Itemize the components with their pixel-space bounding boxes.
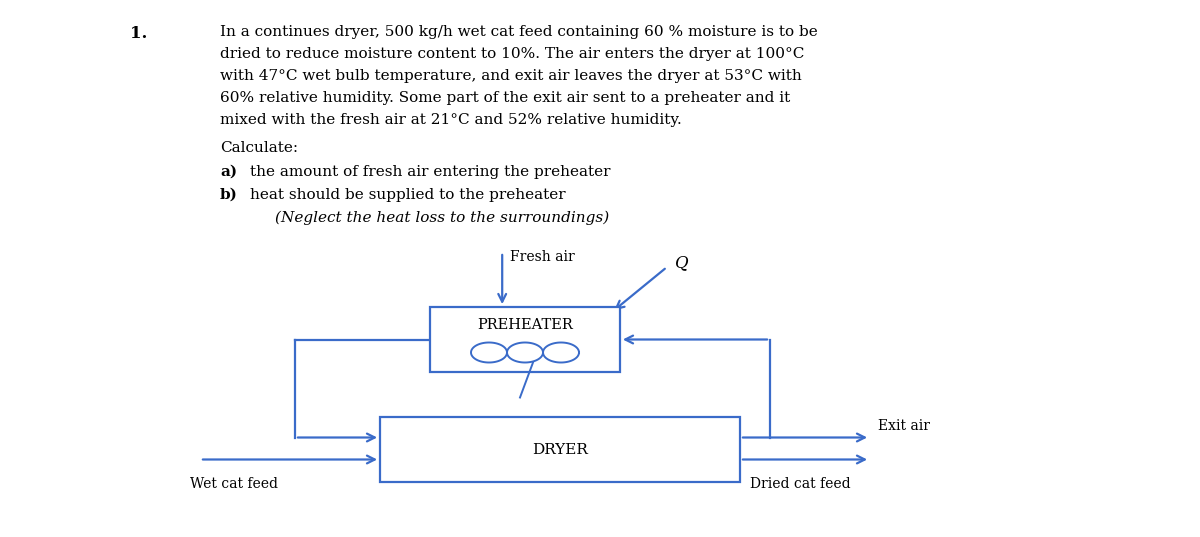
Text: Fresh air: Fresh air [510,250,575,264]
Text: Wet cat feed: Wet cat feed [190,477,278,491]
Text: heat should be supplied to the preheater: heat should be supplied to the preheater [250,188,565,202]
Text: mixed with the fresh air at 21°C and 52% relative humidity.: mixed with the fresh air at 21°C and 52%… [220,113,682,127]
Text: with 47°C wet bulb temperature, and exit air leaves the dryer at 53°C with: with 47°C wet bulb temperature, and exit… [220,69,802,83]
Text: a): a) [220,165,238,179]
Text: Calculate:: Calculate: [220,141,298,155]
Text: DRYER: DRYER [532,442,588,456]
Text: dried to reduce moisture content to 10%. The air enters the dryer at 100°C: dried to reduce moisture content to 10%.… [220,47,804,61]
Text: b): b) [220,188,238,202]
Text: 60% relative humidity. Some part of the exit air sent to a preheater and it: 60% relative humidity. Some part of the … [220,91,791,105]
Text: Exit air: Exit air [878,419,930,433]
Text: 1.: 1. [130,25,148,42]
Text: PREHEATER: PREHEATER [478,318,572,332]
Bar [430,307,620,372]
Text: Q: Q [674,255,689,272]
Text: the amount of fresh air entering the preheater: the amount of fresh air entering the pre… [250,165,611,179]
Text: (Neglect the heat loss to the surroundings): (Neglect the heat loss to the surroundin… [275,211,610,226]
Text: Dried cat feed: Dried cat feed [750,477,851,491]
Text: In a continues dryer, 500 kg/h wet cat feed containing 60 % moisture is to be: In a continues dryer, 500 kg/h wet cat f… [220,25,817,39]
Bar [380,417,740,482]
